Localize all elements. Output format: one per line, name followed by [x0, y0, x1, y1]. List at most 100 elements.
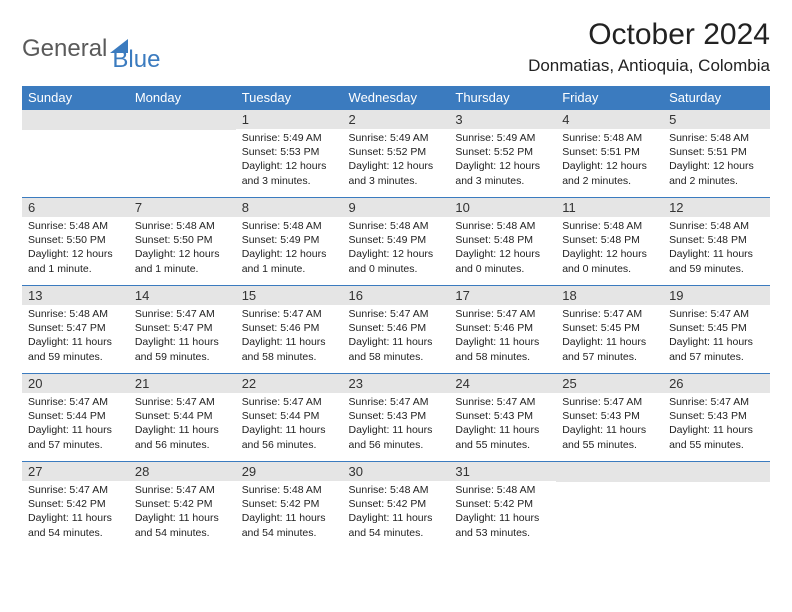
day-details: Sunrise: 5:47 AMSunset: 5:42 PMDaylight:… — [22, 481, 129, 544]
calendar-cell: 18Sunrise: 5:47 AMSunset: 5:45 PMDayligh… — [556, 286, 663, 374]
day-details: Sunrise: 5:47 AMSunset: 5:44 PMDaylight:… — [22, 393, 129, 456]
day-details: Sunrise: 5:48 AMSunset: 5:42 PMDaylight:… — [449, 481, 556, 544]
day-details: Sunrise: 5:48 AMSunset: 5:48 PMDaylight:… — [556, 217, 663, 280]
calendar-cell: 17Sunrise: 5:47 AMSunset: 5:46 PMDayligh… — [449, 286, 556, 374]
calendar-cell: 25Sunrise: 5:47 AMSunset: 5:43 PMDayligh… — [556, 374, 663, 462]
day-number: 22 — [236, 374, 343, 393]
day-details: Sunrise: 5:48 AMSunset: 5:51 PMDaylight:… — [556, 129, 663, 192]
day-details: Sunrise: 5:49 AMSunset: 5:52 PMDaylight:… — [449, 129, 556, 192]
calendar-cell: 10Sunrise: 5:48 AMSunset: 5:48 PMDayligh… — [449, 198, 556, 286]
day-details: Sunrise: 5:47 AMSunset: 5:45 PMDaylight:… — [556, 305, 663, 368]
day-details: Sunrise: 5:48 AMSunset: 5:48 PMDaylight:… — [449, 217, 556, 280]
day-details: Sunrise: 5:48 AMSunset: 5:50 PMDaylight:… — [129, 217, 236, 280]
day-details: Sunrise: 5:47 AMSunset: 5:43 PMDaylight:… — [663, 393, 770, 456]
calendar-cell: 22Sunrise: 5:47 AMSunset: 5:44 PMDayligh… — [236, 374, 343, 462]
day-details: Sunrise: 5:47 AMSunset: 5:42 PMDaylight:… — [129, 481, 236, 544]
weekday-header: Friday — [556, 86, 663, 110]
day-details: Sunrise: 5:48 AMSunset: 5:49 PMDaylight:… — [343, 217, 450, 280]
day-number: 4 — [556, 110, 663, 129]
day-number: 1 — [236, 110, 343, 129]
day-number: 21 — [129, 374, 236, 393]
calendar-cell: 29Sunrise: 5:48 AMSunset: 5:42 PMDayligh… — [236, 462, 343, 544]
day-number: 30 — [343, 462, 450, 481]
day-number: 6 — [22, 198, 129, 217]
brand-logo: General Blue — [22, 24, 160, 74]
day-details: Sunrise: 5:47 AMSunset: 5:46 PMDaylight:… — [343, 305, 450, 368]
day-details: Sunrise: 5:47 AMSunset: 5:44 PMDaylight:… — [129, 393, 236, 456]
day-details: Sunrise: 5:48 AMSunset: 5:47 PMDaylight:… — [22, 305, 129, 368]
day-details: Sunrise: 5:48 AMSunset: 5:51 PMDaylight:… — [663, 129, 770, 192]
calendar-cell: 11Sunrise: 5:48 AMSunset: 5:48 PMDayligh… — [556, 198, 663, 286]
day-number: 10 — [449, 198, 556, 217]
day-number: 31 — [449, 462, 556, 481]
location-text: Donmatias, Antioquia, Colombia — [528, 56, 770, 76]
title-block: October 2024 Donmatias, Antioquia, Colom… — [528, 18, 770, 76]
calendar-cell: 5Sunrise: 5:48 AMSunset: 5:51 PMDaylight… — [663, 110, 770, 198]
day-number: 16 — [343, 286, 450, 305]
day-details: Sunrise: 5:48 AMSunset: 5:42 PMDaylight:… — [236, 481, 343, 544]
calendar-table: Sunday Monday Tuesday Wednesday Thursday… — [22, 86, 770, 544]
calendar-week-row: 20Sunrise: 5:47 AMSunset: 5:44 PMDayligh… — [22, 374, 770, 462]
calendar-cell: 19Sunrise: 5:47 AMSunset: 5:45 PMDayligh… — [663, 286, 770, 374]
calendar-cell: 23Sunrise: 5:47 AMSunset: 5:43 PMDayligh… — [343, 374, 450, 462]
weekday-header: Thursday — [449, 86, 556, 110]
empty-day — [22, 110, 129, 130]
day-details: Sunrise: 5:47 AMSunset: 5:46 PMDaylight:… — [449, 305, 556, 368]
calendar-cell: 27Sunrise: 5:47 AMSunset: 5:42 PMDayligh… — [22, 462, 129, 544]
day-number: 5 — [663, 110, 770, 129]
day-number: 8 — [236, 198, 343, 217]
day-details: Sunrise: 5:47 AMSunset: 5:46 PMDaylight:… — [236, 305, 343, 368]
day-details: Sunrise: 5:47 AMSunset: 5:43 PMDaylight:… — [449, 393, 556, 456]
day-number: 12 — [663, 198, 770, 217]
weekday-header: Sunday — [22, 86, 129, 110]
calendar-week-row: 27Sunrise: 5:47 AMSunset: 5:42 PMDayligh… — [22, 462, 770, 544]
day-details: Sunrise: 5:49 AMSunset: 5:52 PMDaylight:… — [343, 129, 450, 192]
calendar-cell — [129, 110, 236, 198]
day-number: 29 — [236, 462, 343, 481]
day-details: Sunrise: 5:47 AMSunset: 5:45 PMDaylight:… — [663, 305, 770, 368]
calendar-body: 1Sunrise: 5:49 AMSunset: 5:53 PMDaylight… — [22, 110, 770, 544]
brand-part2: Blue — [112, 46, 160, 74]
empty-day — [556, 462, 663, 482]
calendar-cell: 8Sunrise: 5:48 AMSunset: 5:49 PMDaylight… — [236, 198, 343, 286]
day-number: 9 — [343, 198, 450, 217]
day-number: 15 — [236, 286, 343, 305]
calendar-cell: 31Sunrise: 5:48 AMSunset: 5:42 PMDayligh… — [449, 462, 556, 544]
calendar-week-row: 13Sunrise: 5:48 AMSunset: 5:47 PMDayligh… — [22, 286, 770, 374]
weekday-header: Wednesday — [343, 86, 450, 110]
calendar-cell: 15Sunrise: 5:47 AMSunset: 5:46 PMDayligh… — [236, 286, 343, 374]
calendar-cell: 24Sunrise: 5:47 AMSunset: 5:43 PMDayligh… — [449, 374, 556, 462]
day-details: Sunrise: 5:48 AMSunset: 5:42 PMDaylight:… — [343, 481, 450, 544]
day-number: 26 — [663, 374, 770, 393]
calendar-cell: 28Sunrise: 5:47 AMSunset: 5:42 PMDayligh… — [129, 462, 236, 544]
calendar-cell: 4Sunrise: 5:48 AMSunset: 5:51 PMDaylight… — [556, 110, 663, 198]
day-number: 17 — [449, 286, 556, 305]
empty-day — [129, 110, 236, 130]
calendar-week-row: 1Sunrise: 5:49 AMSunset: 5:53 PMDaylight… — [22, 110, 770, 198]
month-title: October 2024 — [528, 18, 770, 52]
calendar-cell: 21Sunrise: 5:47 AMSunset: 5:44 PMDayligh… — [129, 374, 236, 462]
day-details: Sunrise: 5:47 AMSunset: 5:44 PMDaylight:… — [236, 393, 343, 456]
day-details: Sunrise: 5:47 AMSunset: 5:43 PMDaylight:… — [343, 393, 450, 456]
calendar-cell: 3Sunrise: 5:49 AMSunset: 5:52 PMDaylight… — [449, 110, 556, 198]
calendar-cell: 14Sunrise: 5:47 AMSunset: 5:47 PMDayligh… — [129, 286, 236, 374]
header: General Blue October 2024 Donmatias, Ant… — [22, 18, 770, 76]
day-number: 20 — [22, 374, 129, 393]
day-details: Sunrise: 5:49 AMSunset: 5:53 PMDaylight:… — [236, 129, 343, 192]
empty-day — [663, 462, 770, 482]
day-number: 3 — [449, 110, 556, 129]
weekday-header: Saturday — [663, 86, 770, 110]
day-number: 25 — [556, 374, 663, 393]
day-number: 27 — [22, 462, 129, 481]
calendar-cell: 13Sunrise: 5:48 AMSunset: 5:47 PMDayligh… — [22, 286, 129, 374]
calendar-week-row: 6Sunrise: 5:48 AMSunset: 5:50 PMDaylight… — [22, 198, 770, 286]
calendar-cell — [556, 462, 663, 544]
day-number: 11 — [556, 198, 663, 217]
calendar-cell: 7Sunrise: 5:48 AMSunset: 5:50 PMDaylight… — [129, 198, 236, 286]
calendar-cell — [663, 462, 770, 544]
day-number: 18 — [556, 286, 663, 305]
day-number: 23 — [343, 374, 450, 393]
day-number: 28 — [129, 462, 236, 481]
calendar-cell: 16Sunrise: 5:47 AMSunset: 5:46 PMDayligh… — [343, 286, 450, 374]
calendar-cell: 26Sunrise: 5:47 AMSunset: 5:43 PMDayligh… — [663, 374, 770, 462]
